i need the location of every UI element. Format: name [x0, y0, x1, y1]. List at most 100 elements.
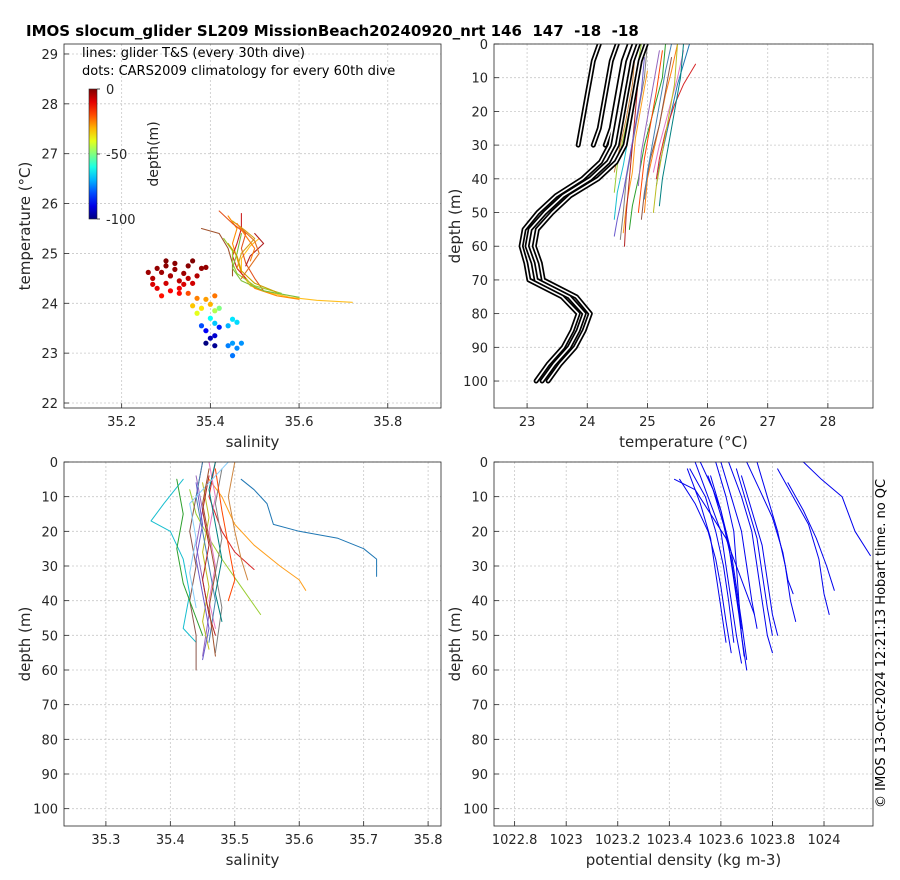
salinity-glider-line: [202, 468, 216, 657]
y-tick-label: 10: [41, 491, 58, 506]
y-axis-label: depth (m): [446, 607, 464, 682]
axes-frame: [63, 43, 442, 409]
climatology-dot: [234, 345, 240, 351]
x-tick-label: 35.8: [373, 415, 402, 430]
climatology-dot: [198, 323, 205, 329]
x-axis-label: salinity: [226, 851, 280, 869]
climatology-dot: [190, 258, 196, 264]
climatology-dot: [212, 320, 218, 326]
density-glider-line: [777, 468, 830, 615]
climatology-dot: [212, 293, 218, 299]
density-glider-line: [746, 462, 794, 595]
x-tick-label: 27: [759, 415, 776, 430]
x-tick-label: 1023.2: [595, 833, 641, 848]
x-tick-label: 24: [579, 415, 596, 430]
y-tick-label: 100: [463, 803, 488, 818]
x-tick-label: 28: [820, 415, 837, 430]
y-tick-label: 0: [480, 38, 488, 53]
depth-colorbar: [88, 88, 98, 220]
density-glider-line: [756, 462, 797, 622]
climatology-dot: [185, 263, 191, 269]
climatology-dot: [203, 296, 209, 302]
y-tick-label: 80: [471, 733, 488, 748]
climatology-dot: [207, 301, 213, 307]
axes-temp_profile: 23 24 25 26 27 28 0 10 20 30 40 50 60 70 80 90 100 temper…: [446, 38, 874, 451]
y-tick-label: 100: [463, 375, 488, 390]
y-tick-label: 27: [41, 148, 58, 163]
y-tick-label: 10: [471, 491, 488, 506]
y-tick-label: 90: [471, 768, 488, 783]
climatology-dot: [207, 315, 213, 321]
climatology-dot: [225, 343, 231, 349]
x-tick-label: 1023.6: [698, 833, 744, 848]
y-tick-label: 60: [471, 240, 488, 255]
y-tick-label: 50: [471, 207, 488, 222]
salinity-glider-line: [208, 478, 307, 591]
x-tick-label: 1023: [550, 833, 583, 848]
x-axis-label: potential density (kg m-3): [586, 851, 782, 869]
climatology-dot: [216, 324, 222, 330]
climatology-dot: [216, 305, 222, 311]
climatology-dot: [150, 281, 156, 287]
density-glider-line: [787, 482, 835, 591]
y-tick-label: 24: [41, 297, 58, 312]
temperature-glider-line: [622, 70, 648, 234]
y-tick-label: 28: [41, 98, 58, 113]
x-tick-label: 1023.8: [750, 833, 796, 848]
y-tick-label: 25: [41, 247, 58, 262]
y-tick-label: 30: [41, 560, 58, 575]
temperature-climatology-core: [526, 44, 640, 382]
x-tick-label: 35.6: [285, 833, 314, 848]
y-tick-label: 22: [41, 397, 58, 412]
climatology-dot: [203, 264, 209, 270]
climatology-dot: [225, 323, 231, 329]
climatology-dot: [185, 290, 191, 296]
x-tick-label: 1022.8: [492, 833, 538, 848]
plot-background: [494, 44, 873, 408]
temperature-glider-line: [652, 50, 684, 173]
y-tick-label: 80: [471, 308, 488, 323]
climatology-dot: [203, 328, 209, 334]
x-axis-label: salinity: [226, 433, 280, 451]
y-tick-label: 100: [33, 803, 58, 818]
y-tick-label: 20: [41, 525, 58, 540]
temperature-glider-line: [628, 44, 666, 230]
temperature-glider-line: [637, 50, 660, 187]
y-tick-label: 40: [471, 173, 488, 188]
ts-glider-line: [231, 232, 300, 298]
density-glider-line: [686, 468, 727, 643]
density-glider-line: [710, 475, 748, 661]
salinity-glider-line: [208, 462, 216, 629]
y-tick-label: 60: [41, 664, 58, 679]
climatology-dot: [176, 285, 182, 291]
ts-glider-line: [227, 215, 300, 300]
y-tick-label: 30: [471, 560, 488, 575]
x-tick-label: 35.4: [156, 833, 185, 848]
y-tick-label: 70: [471, 274, 488, 289]
y-tick-label: 80: [41, 733, 58, 748]
climatology-dot: [163, 263, 169, 269]
salinity-glider-line: [202, 482, 210, 650]
legend-note: dots: CARS2009 climatology for every 60t…: [82, 64, 395, 79]
plot-background: [494, 462, 873, 826]
climatology-dot: [163, 280, 169, 286]
temperature-glider-line: [643, 44, 672, 200]
climatology-dot: [167, 288, 174, 294]
y-tick-label: 70: [41, 699, 58, 714]
climatology-dot: [172, 260, 178, 266]
y-tick-label: 50: [41, 629, 58, 644]
ts-glider-line: [236, 222, 256, 262]
x-tick-label: 35.3: [91, 833, 120, 848]
y-tick-label: 90: [41, 768, 58, 783]
temperature-climatology-core: [533, 44, 648, 382]
temperature-climatology-core: [604, 44, 631, 146]
climatology-dot: [176, 290, 182, 296]
colorbar-tick-label: -100: [106, 213, 136, 228]
temperature-glider-line: [655, 44, 690, 187]
climatology-dot: [212, 333, 218, 339]
climatology-dot: [172, 266, 178, 272]
salinity-glider-line: [189, 489, 262, 615]
ts-glider-line: [227, 242, 278, 293]
axes-ts: 35.2 35.4 35.6 35.8 22 23 24 25 26 27 28 29 lines: g…: [16, 43, 442, 451]
